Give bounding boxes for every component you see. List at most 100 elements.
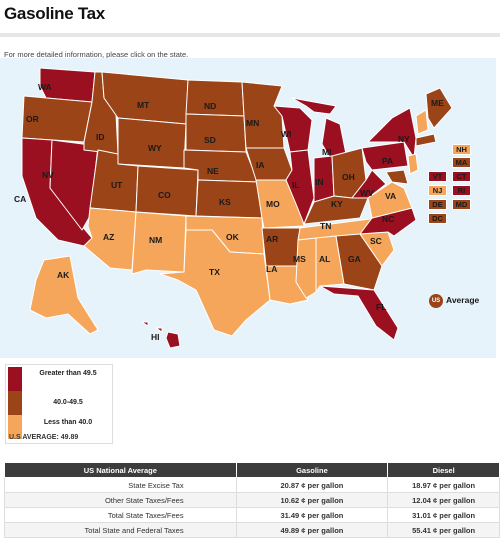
- state-label-mn[interactable]: MN: [246, 118, 260, 128]
- state-label-co[interactable]: CO: [158, 190, 171, 200]
- state-chip-ma[interactable]: MA: [452, 157, 471, 168]
- legend-item-high: Greater than 49.5: [6, 367, 112, 391]
- state-chip-dc[interactable]: DC: [428, 213, 447, 224]
- state-label-nd[interactable]: ND: [204, 101, 217, 111]
- header-gasoline: Gasoline: [235, 462, 389, 478]
- state-NE-small-2: [415, 133, 437, 147]
- state-label-ok[interactable]: OK: [226, 232, 239, 242]
- state-PA[interactable]: [361, 141, 409, 171]
- legend-label-mid: 40.0-49.5: [53, 399, 83, 406]
- state-NE-small-3: [407, 153, 419, 175]
- state-label-sd[interactable]: SD: [204, 135, 216, 145]
- diesel-value: 31.01 ¢ per gallon: [387, 507, 500, 523]
- legend-label-high: Greater than 49.5: [39, 370, 97, 377]
- state-chip-ri[interactable]: RI: [452, 185, 471, 196]
- state-label-ny[interactable]: NY: [398, 134, 410, 144]
- state-label-wv[interactable]: WV: [360, 188, 374, 198]
- state-ME[interactable]: [425, 87, 453, 129]
- legend-item-low: Less than 40.0: [6, 415, 112, 439]
- diesel-value: 12.04 ¢ per gallon: [387, 492, 500, 508]
- state-label-wa[interactable]: WA: [38, 82, 52, 92]
- state-label-nv[interactable]: NV: [42, 170, 54, 180]
- table-row: Total State Taxes/Fees 31.49 ¢ per gallo…: [4, 507, 500, 523]
- state-label-ia[interactable]: IA: [256, 160, 265, 170]
- state-label-ak[interactable]: AK: [57, 270, 70, 280]
- state-label-mt[interactable]: MT: [137, 100, 150, 110]
- state-MN[interactable]: [241, 81, 285, 149]
- table-row: State Excise Tax 20.87 ¢ per gallon 18.9…: [4, 477, 500, 493]
- us-average-badge[interactable]: US: [429, 294, 443, 308]
- state-label-oh[interactable]: OH: [342, 172, 355, 182]
- state-label-me[interactable]: ME: [431, 98, 444, 108]
- gasoline-value: 31.49 ¢ per gallon: [235, 507, 389, 523]
- state-AK[interactable]: [29, 255, 99, 335]
- state-label-fl[interactable]: FL: [376, 302, 387, 312]
- state-label-nc[interactable]: NC: [382, 214, 395, 224]
- state-NE-small: [415, 109, 429, 135]
- state-label-in[interactable]: IN: [315, 177, 324, 187]
- state-chip-de[interactable]: DE: [428, 199, 447, 210]
- state-chip-nh[interactable]: NH: [452, 144, 471, 155]
- state-MS[interactable]: [295, 237, 317, 299]
- state-label-ca[interactable]: CA: [14, 194, 27, 204]
- state-FL[interactable]: [319, 285, 399, 341]
- row-label: Other State Taxes/Fees: [4, 492, 237, 508]
- state-label-il[interactable]: IL: [292, 180, 300, 190]
- state-label-ks[interactable]: KS: [219, 197, 231, 207]
- state-NM[interactable]: [131, 211, 187, 275]
- state-label-mi[interactable]: MI: [322, 147, 332, 157]
- state-label-id[interactable]: ID: [96, 132, 105, 142]
- state-label-mo[interactable]: MO: [266, 199, 280, 209]
- state-HI[interactable]: [141, 321, 181, 349]
- legend-label-low: Less than 40.0: [43, 419, 93, 426]
- state-IL[interactable]: [285, 149, 315, 225]
- state-chip-nj[interactable]: NJ: [428, 185, 447, 196]
- row-label: Total State Taxes/Fees: [4, 507, 237, 523]
- state-label-va[interactable]: VA: [385, 191, 397, 201]
- state-TX[interactable]: [159, 229, 271, 337]
- table-header-row: US National Average Gasoline Diesel: [4, 462, 500, 478]
- map-legend: Greater than 49.5 40.0-49.5 Less than 40…: [5, 364, 113, 444]
- us-average-label[interactable]: Average: [446, 295, 480, 305]
- row-label: Total State and Federal Taxes: [4, 522, 237, 538]
- state-chip-md[interactable]: MD: [452, 199, 471, 210]
- state-label-ms[interactable]: MS: [293, 254, 306, 264]
- state-label-ne[interactable]: NE: [207, 166, 219, 176]
- state-label-pa[interactable]: PA: [382, 156, 394, 166]
- state-label-ut[interactable]: UT: [111, 180, 123, 190]
- state-GA[interactable]: [335, 233, 383, 291]
- map-instructions: For more detailed information, please cl…: [4, 50, 189, 59]
- state-label-ga[interactable]: GA: [348, 254, 361, 264]
- gasoline-value: 10.62 ¢ per gallon: [235, 492, 389, 508]
- state-label-ar[interactable]: AR: [266, 234, 279, 244]
- gasoline-value: 49.89 ¢ per gallon: [235, 522, 389, 538]
- state-WV[interactable]: [351, 169, 387, 199]
- state-chip-ct[interactable]: CT: [452, 171, 471, 182]
- state-label-az[interactable]: AZ: [103, 232, 115, 242]
- legend-swatch-low: [8, 415, 22, 439]
- state-label-or[interactable]: OR: [26, 114, 39, 124]
- state-label-nm[interactable]: NM: [149, 235, 163, 245]
- state-label-tx[interactable]: TX: [209, 267, 220, 277]
- legend-us-average: U.S AVERAGE: 49.89: [9, 434, 79, 441]
- state-label-al[interactable]: AL: [319, 254, 331, 264]
- page-title: Gasoline Tax: [4, 4, 105, 23]
- state-chip-vt[interactable]: VT: [428, 171, 447, 182]
- state-label-wy[interactable]: WY: [148, 143, 162, 153]
- title-divider: [0, 33, 500, 37]
- state-VA[interactable]: [367, 181, 413, 219]
- state-AL[interactable]: [315, 235, 345, 293]
- us-map: WA OR CA NV ID MT WY UT AZ CO NM ND SD NE KS OK TX MN IA MO…: [0, 58, 496, 358]
- state-label-ky[interactable]: KY: [331, 199, 343, 209]
- gasoline-value: 20.87 ¢ per gallon: [235, 477, 389, 493]
- state-label-la[interactable]: LA: [266, 264, 278, 274]
- diesel-value: 18.97 ¢ per gallon: [387, 477, 500, 493]
- state-label-tn[interactable]: TN: [320, 221, 332, 231]
- state-label-sc[interactable]: SC: [370, 236, 382, 246]
- table-row: Total State and Federal Taxes 49.89 ¢ pe…: [4, 522, 500, 538]
- header-diesel: Diesel: [387, 462, 500, 478]
- state-SD[interactable]: [185, 113, 247, 153]
- state-NE-small-4: [385, 169, 409, 185]
- state-label-hi[interactable]: HI: [151, 332, 160, 342]
- state-label-wi[interactable]: WI: [281, 129, 292, 139]
